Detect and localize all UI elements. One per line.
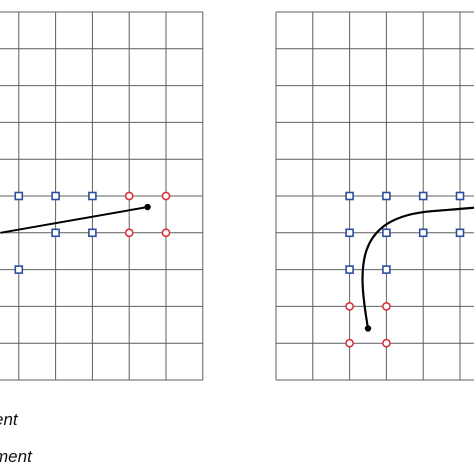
right-square-marker bbox=[345, 265, 354, 274]
left-grid-panel bbox=[0, 11, 204, 381]
right-square-marker bbox=[418, 228, 428, 238]
right-square-marker bbox=[455, 228, 465, 238]
right-square-marker bbox=[382, 265, 391, 274]
left-path-endpoint bbox=[144, 203, 151, 211]
right-circle-marker bbox=[345, 338, 354, 348]
left-square-marker bbox=[14, 265, 24, 274]
left-square-marker bbox=[88, 191, 97, 201]
caption-line-1: ent bbox=[0, 410, 18, 429]
right-grid-panel bbox=[275, 11, 474, 381]
right-circle-marker bbox=[381, 301, 391, 311]
left-circle-marker bbox=[161, 228, 171, 238]
caption-line-2: ment bbox=[0, 447, 32, 466]
right-circle-marker bbox=[345, 301, 354, 311]
left-trajectory-path bbox=[0, 206, 148, 234]
right-path-endpoint bbox=[364, 325, 372, 332]
left-circle-marker bbox=[161, 191, 171, 201]
left-circle-marker bbox=[124, 228, 134, 238]
left-square-marker bbox=[88, 228, 97, 238]
right-square-marker bbox=[382, 228, 391, 238]
right-square-marker bbox=[418, 191, 428, 201]
right-square-marker bbox=[455, 191, 465, 201]
right-trajectory-path bbox=[361, 206, 474, 329]
right-square-marker bbox=[382, 191, 391, 201]
left-circle-marker bbox=[124, 191, 134, 201]
right-circle-marker bbox=[381, 338, 391, 348]
left-square-marker bbox=[51, 228, 60, 238]
left-square-marker bbox=[14, 191, 24, 201]
left-square-marker bbox=[51, 191, 60, 201]
right-square-marker bbox=[345, 191, 354, 201]
right-square-marker bbox=[345, 228, 354, 238]
